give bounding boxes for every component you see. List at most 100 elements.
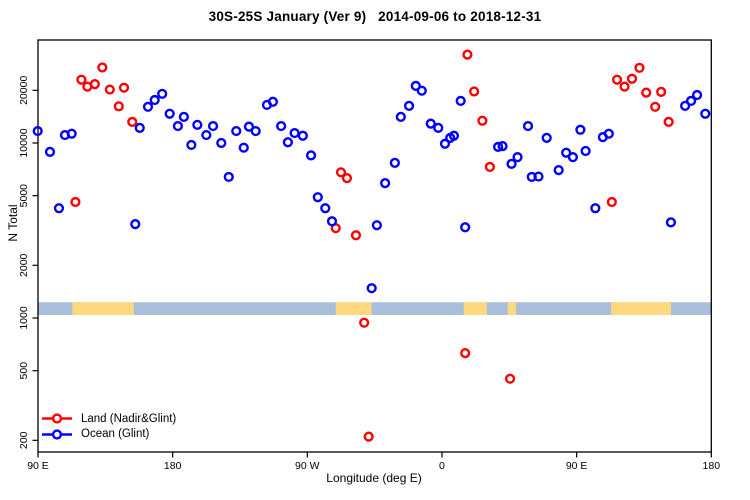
ocean-point — [250, 125, 261, 137]
ocean-point — [691, 89, 703, 101]
ocean-point — [186, 139, 197, 151]
land-point — [341, 173, 353, 184]
land-point — [656, 86, 667, 97]
ocean-point — [44, 146, 56, 157]
land-point — [634, 62, 645, 73]
land-point — [104, 84, 115, 95]
x-tick-label: 0 — [439, 460, 445, 472]
land-marker-icon — [42, 413, 72, 424]
land-point — [626, 73, 638, 84]
land-point — [611, 74, 623, 85]
coastline-band-land — [611, 302, 671, 316]
y-tick-label: 20000 — [18, 76, 30, 105]
land-point — [619, 81, 630, 92]
ocean-point — [276, 120, 287, 132]
ocean-point — [66, 128, 77, 139]
ocean-point — [289, 127, 300, 139]
ocean-point — [157, 88, 168, 99]
ocean-marker-icon — [42, 429, 72, 440]
legend-label-ocean: Ocean (Glint) — [81, 428, 150, 441]
land-point — [363, 431, 374, 442]
land-point — [350, 230, 362, 241]
y-tick-label: 2000 — [18, 253, 30, 277]
coastline-band-land — [463, 302, 487, 316]
ocean-point — [192, 119, 203, 130]
ocean-point — [142, 101, 154, 112]
ocean-point — [53, 203, 65, 214]
legend-item-land: Land (Nadir&Glint) — [40, 411, 176, 427]
ocean-point — [541, 132, 552, 143]
ocean-point — [312, 192, 323, 203]
ocean-point — [164, 108, 175, 119]
coastline-band-land — [335, 302, 372, 316]
ocean-point — [497, 141, 508, 152]
ocean-point — [238, 142, 249, 153]
ocean-point — [590, 203, 601, 214]
y-tick-label: 500 — [18, 362, 30, 380]
ocean-point — [522, 120, 534, 132]
plot-box — [37, 39, 712, 453]
ocean-point — [380, 178, 391, 189]
ocean-point — [403, 100, 415, 111]
y-tick-label: 5000 — [18, 184, 30, 208]
ocean-point — [305, 150, 317, 161]
y-axis-label: N Total — [6, 204, 20, 242]
ocean-point — [172, 120, 183, 132]
coastline-band-land — [72, 302, 134, 316]
ocean-point — [680, 100, 691, 111]
land-point — [359, 317, 370, 328]
ocean-point — [32, 125, 43, 137]
land-point — [97, 62, 108, 73]
ocean-point — [567, 152, 578, 163]
ocean-point — [460, 222, 471, 233]
legend: Land (Nadir&Glint) Ocean (Glint) — [40, 411, 176, 442]
ocean-point — [665, 217, 677, 228]
ocean-point — [448, 130, 460, 141]
ocean-point — [425, 118, 436, 129]
land-point — [469, 86, 480, 97]
ocean-point — [433, 122, 444, 133]
x-axis-label: Longitude (deg E) — [326, 471, 422, 485]
land-point — [460, 348, 471, 359]
ocean-point — [130, 219, 141, 230]
land-point — [650, 101, 661, 112]
coastline-band-ocean — [38, 302, 712, 316]
ocean-point — [366, 283, 377, 294]
ocean-point — [416, 85, 427, 96]
land-point — [118, 82, 130, 93]
ocean-point — [282, 137, 293, 148]
land-point — [462, 49, 473, 60]
land-point — [663, 116, 674, 127]
land-point — [477, 115, 488, 126]
ocean-marker-circle — [51, 429, 63, 440]
ocean-point — [455, 95, 466, 107]
ocean-point — [371, 220, 382, 231]
ocean-point — [267, 96, 279, 107]
x-tick-label: 180 — [703, 460, 721, 472]
ocean-point — [207, 120, 219, 132]
chart-title: 30S-25S January (Ver 9) 2014-09-06 to 20… — [208, 9, 542, 24]
land-marker-circle — [51, 413, 63, 424]
ocean-point — [326, 216, 338, 227]
land-point — [641, 87, 652, 98]
ocean-point — [389, 157, 400, 168]
ocean-point — [506, 158, 517, 169]
ocean-point — [149, 94, 160, 106]
land-point — [127, 116, 138, 127]
ocean-point — [297, 130, 308, 141]
x-tick-label: 90 E — [27, 460, 49, 472]
land-point — [76, 74, 87, 85]
ocean-point — [512, 152, 523, 163]
ocean-point — [223, 171, 234, 183]
ocean-point — [231, 125, 242, 137]
x-tick-label: 90 E — [566, 460, 588, 472]
ocean-point — [410, 80, 421, 91]
land-point — [70, 196, 81, 208]
ocean-point — [553, 165, 564, 176]
ocean-point — [575, 124, 586, 135]
ocean-point — [533, 171, 544, 182]
land-point — [335, 167, 347, 178]
ocean-point — [243, 121, 255, 132]
land-point — [504, 373, 516, 384]
y-tick-label: 200 — [18, 431, 30, 449]
